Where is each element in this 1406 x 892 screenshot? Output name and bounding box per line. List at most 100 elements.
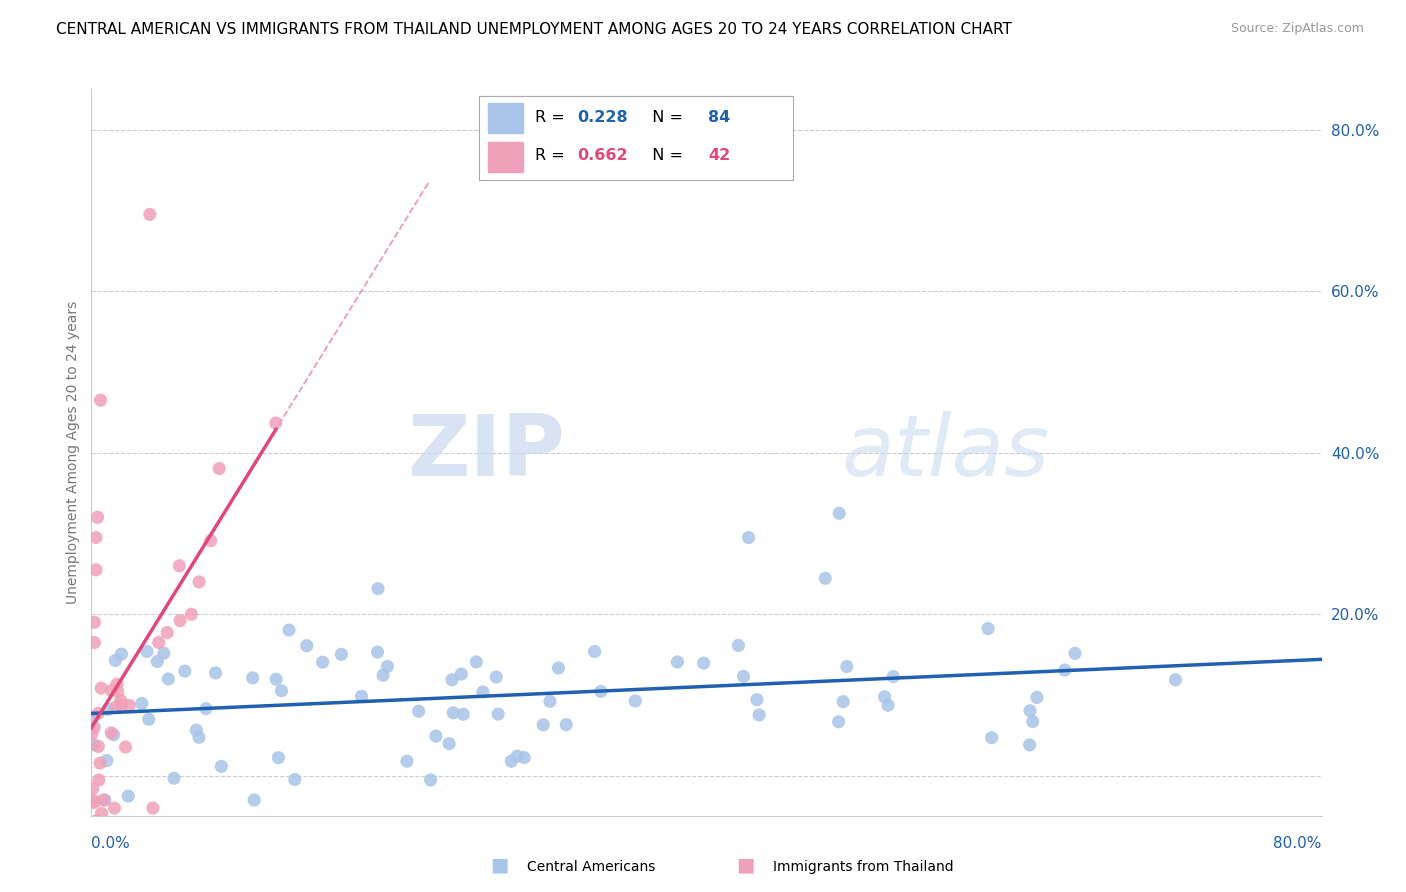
Point bbox=[243, 793, 266, 807]
Point bbox=[173, 664, 195, 678]
Point bbox=[186, 723, 208, 738]
Point bbox=[96, 754, 118, 768]
Point bbox=[1019, 704, 1042, 718]
Point bbox=[408, 704, 430, 718]
Point bbox=[83, 794, 105, 808]
Point bbox=[104, 700, 127, 714]
Point bbox=[131, 697, 153, 711]
Point bbox=[419, 772, 441, 787]
Point bbox=[980, 731, 1002, 745]
Text: Immigrants from Thailand: Immigrants from Thailand bbox=[773, 860, 953, 874]
Point bbox=[82, 781, 104, 796]
Point bbox=[745, 692, 768, 706]
Point bbox=[877, 698, 900, 713]
Point bbox=[80, 727, 103, 741]
Point bbox=[97, 702, 120, 716]
Point bbox=[87, 772, 110, 787]
Point bbox=[264, 416, 287, 430]
Point bbox=[103, 728, 125, 742]
Point bbox=[1164, 673, 1187, 687]
Point bbox=[513, 750, 536, 764]
Point bbox=[371, 668, 394, 682]
Point bbox=[157, 672, 180, 686]
Point bbox=[486, 707, 509, 722]
Point bbox=[367, 582, 389, 596]
Point bbox=[440, 673, 463, 687]
Point bbox=[311, 655, 333, 669]
Point bbox=[83, 709, 105, 723]
Point bbox=[827, 714, 849, 729]
Point bbox=[882, 670, 904, 684]
Point bbox=[624, 694, 647, 708]
Point bbox=[264, 672, 287, 686]
Point bbox=[278, 623, 301, 637]
Point bbox=[506, 749, 529, 764]
Point bbox=[83, 796, 105, 810]
Point bbox=[873, 690, 896, 704]
Point bbox=[1053, 663, 1076, 677]
Point bbox=[589, 684, 612, 698]
Y-axis label: Unemployment Among Ages 20 to 24 years: Unemployment Among Ages 20 to 24 years bbox=[66, 301, 80, 604]
Point bbox=[188, 574, 211, 589]
Point bbox=[83, 721, 105, 735]
Point bbox=[350, 690, 373, 704]
Point bbox=[242, 671, 264, 685]
Point bbox=[84, 563, 107, 577]
Point bbox=[110, 647, 132, 661]
Point bbox=[163, 771, 186, 785]
Point bbox=[156, 625, 179, 640]
Point bbox=[103, 801, 125, 815]
Point bbox=[450, 667, 472, 681]
Point bbox=[748, 707, 770, 722]
Point bbox=[465, 655, 488, 669]
Point bbox=[666, 655, 689, 669]
Point bbox=[727, 639, 749, 653]
Point bbox=[169, 614, 191, 628]
Point bbox=[83, 635, 105, 649]
Point bbox=[139, 207, 162, 221]
Point bbox=[110, 698, 132, 713]
Point bbox=[84, 531, 107, 545]
Text: Source: ZipAtlas.com: Source: ZipAtlas.com bbox=[1230, 22, 1364, 36]
Point bbox=[117, 789, 139, 804]
Point bbox=[100, 683, 122, 698]
Point bbox=[86, 510, 108, 524]
Point bbox=[83, 817, 105, 831]
Point bbox=[86, 814, 108, 828]
Point bbox=[692, 656, 714, 670]
Point bbox=[104, 653, 127, 667]
Point bbox=[204, 665, 226, 680]
Point bbox=[180, 607, 202, 622]
Point bbox=[135, 644, 157, 658]
Point bbox=[209, 759, 232, 773]
Point bbox=[737, 531, 759, 545]
Point bbox=[87, 706, 110, 721]
Point bbox=[828, 506, 851, 520]
Point bbox=[555, 717, 578, 731]
Point bbox=[90, 681, 112, 695]
Point bbox=[367, 645, 389, 659]
Point bbox=[82, 817, 104, 831]
Point bbox=[531, 718, 554, 732]
Point bbox=[538, 694, 561, 708]
Point bbox=[835, 659, 858, 673]
Point bbox=[501, 754, 523, 768]
Text: atlas: atlas bbox=[842, 411, 1050, 494]
Point bbox=[977, 622, 1000, 636]
Point bbox=[146, 655, 169, 669]
Point bbox=[195, 701, 218, 715]
Point bbox=[110, 693, 132, 707]
Point bbox=[471, 685, 494, 699]
Point bbox=[94, 793, 117, 807]
Point bbox=[267, 750, 290, 764]
Point bbox=[90, 806, 112, 821]
Point bbox=[87, 739, 110, 754]
Text: CENTRAL AMERICAN VS IMMIGRANTS FROM THAILAND UNEMPLOYMENT AMONG AGES 20 TO 24 YE: CENTRAL AMERICAN VS IMMIGRANTS FROM THAI… bbox=[56, 22, 1012, 37]
Point bbox=[153, 646, 176, 660]
Point bbox=[284, 772, 307, 787]
Point bbox=[377, 659, 399, 673]
Point bbox=[118, 698, 141, 713]
Point bbox=[169, 558, 191, 573]
Point bbox=[814, 571, 837, 585]
Point bbox=[330, 648, 353, 662]
